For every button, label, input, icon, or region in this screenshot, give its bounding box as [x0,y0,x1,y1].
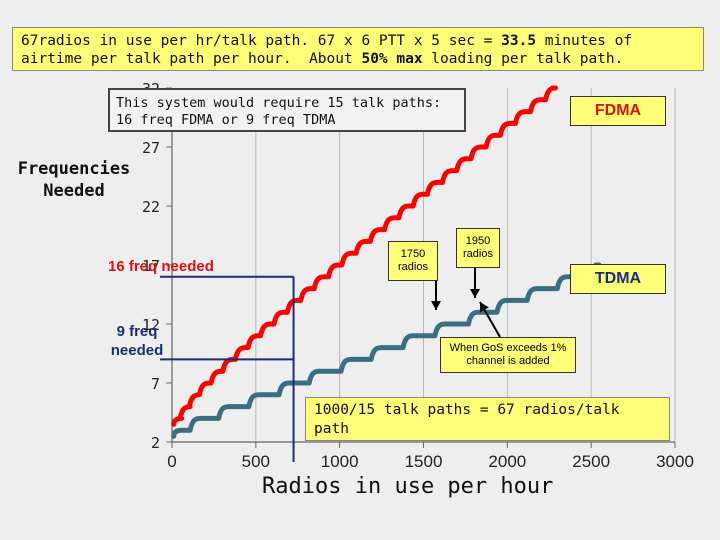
bottom-note: 1000/15 talk paths = 67 radios/talk path [305,397,670,441]
x-tick-label-2500: 2500 [572,452,610,471]
blue-annotation-line2: needed [110,342,164,359]
x-tick-label-0: 0 [167,452,176,471]
fdma-tag: FDMA [570,96,666,126]
header-line2-bold: 50% max [361,51,423,67]
blue-annotation-9-freq: 9 freq needed [104,322,170,360]
series-line-tdma [171,262,602,439]
header-line1-suffix: minutes of [536,33,633,49]
y-axis-title-line1: Frequencies [17,159,131,179]
x-tick-label-2000: 2000 [488,452,526,471]
x-tick-label-3000: 3000 [656,452,694,471]
chart-series [171,85,602,439]
arrow-1950-head [470,289,480,298]
chart-arrows [431,268,501,338]
system-note-line1: This system would require 15 talk paths: [116,95,442,111]
y-tick-label-12: 12 [142,316,160,334]
y-axis-title-line2: Needed [43,181,105,201]
header-line1-bold: 33.5 [501,33,537,49]
y-tick-label-17: 17 [142,257,160,275]
callout-1950-radios: 1950 radios [456,228,500,268]
system-note-line2: 16 freq FDMA or 9 freq TDMA [116,112,336,128]
y-tick-label-27: 27 [142,139,160,157]
blue-annotation-line1: 9 freq [116,323,158,340]
header-line2-prefix: airtime per talk path per hour. About [21,51,362,67]
arrow-1750-head [431,301,441,310]
system-note: This system would require 15 talk paths:… [108,88,466,132]
y-tick-label-2: 2 [151,434,160,452]
y-tick-label-22: 22 [142,198,160,216]
callout-gos-channel-added: When GoS exceeds 1% channel is added [440,337,576,373]
callout-1750-radios: 1750 radios [388,241,438,281]
x-tick-label-1000: 1000 [321,452,359,471]
header-line2-suffix: loading per talk path. [422,51,624,67]
arrow-gos-head [480,302,489,313]
tdma-tag: TDMA [570,264,666,294]
x-axis-title: Radios in use per hour [262,474,554,499]
x-tick-label-500: 500 [242,452,270,471]
y-axis-title: Frequencies Needed [14,158,134,202]
header-line1-prefix: 67radios in use per hr/talk path. 67 x 6… [21,33,502,49]
header-note: 67radios in use per hr/talk path. 67 x 6… [12,27,704,71]
y-tick-label-7: 7 [151,375,160,393]
x-tick-label-1500: 1500 [405,452,443,471]
chart-reference-lines [160,275,295,462]
red-annotation-16-freq: 16 freq needed [108,258,214,275]
